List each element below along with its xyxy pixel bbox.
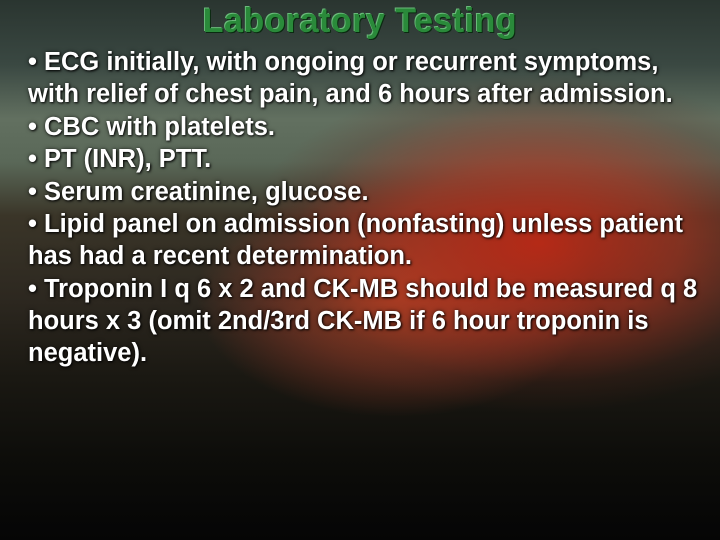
- slide: Laboratory Testing • ECG initially, with…: [0, 0, 720, 540]
- slide-body: • ECG initially, with ongoing or recurre…: [28, 46, 700, 370]
- bullet-item: • Lipid panel on admission (nonfasting) …: [28, 208, 700, 273]
- bullet-item: • ECG initially, with ongoing or recurre…: [28, 46, 700, 111]
- slide-title: Laboratory Testing: [0, 2, 720, 41]
- bullet-item: • CBC with platelets.: [28, 111, 700, 143]
- bullet-item: • PT (INR), PTT.: [28, 143, 700, 175]
- bullet-item: • Troponin I q 6 x 2 and CK-MB should be…: [28, 273, 700, 370]
- bullet-item: • Serum creatinine, glucose.: [28, 176, 700, 208]
